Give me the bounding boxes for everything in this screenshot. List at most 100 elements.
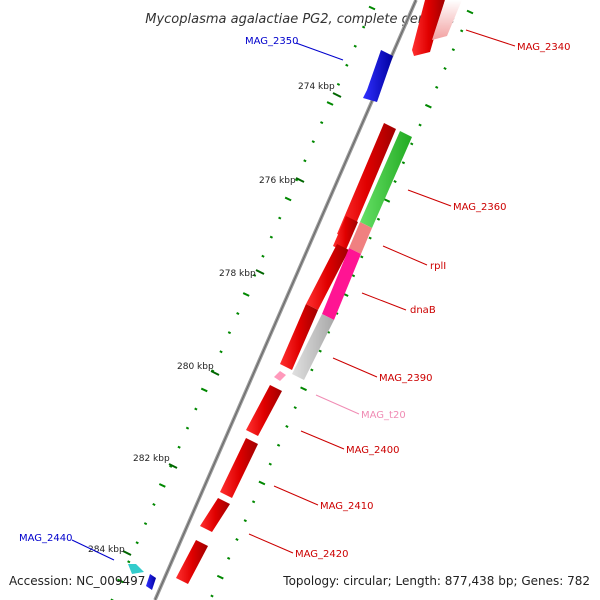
gc-tick bbox=[258, 480, 266, 486]
label-mag-2360[interactable]: MAG_2360 bbox=[453, 202, 507, 213]
gc-tick bbox=[300, 386, 307, 392]
gc-tick bbox=[376, 217, 381, 221]
accession-text: Accession: NC_009497 bbox=[9, 574, 146, 588]
gc-tick bbox=[311, 140, 315, 144]
gc-tick bbox=[169, 464, 173, 468]
gc-tick bbox=[451, 48, 456, 52]
gc-tick bbox=[242, 292, 250, 297]
gc-tick bbox=[336, 82, 341, 86]
gc-tick bbox=[152, 503, 156, 507]
gc-tick bbox=[177, 445, 181, 449]
gc-tick bbox=[261, 254, 265, 258]
feature-mag-2420[interactable] bbox=[176, 540, 208, 584]
feature-rpli[interactable] bbox=[349, 222, 372, 254]
label-mag-t20[interactable]: MAG_t20 bbox=[361, 410, 406, 421]
gc-tick bbox=[158, 483, 166, 488]
label-mag-2440[interactable]: MAG_2440 bbox=[19, 533, 73, 544]
feature-mag-2400[interactable] bbox=[246, 385, 282, 436]
scale-label-282: 282 kbp bbox=[133, 454, 170, 464]
gc-tick bbox=[435, 85, 439, 89]
feature-mag-2340[interactable] bbox=[412, 0, 445, 56]
gc-tick bbox=[227, 331, 232, 335]
feature-mag-2420a[interactable] bbox=[200, 498, 230, 532]
gc-tick bbox=[294, 178, 299, 182]
gc-tick bbox=[210, 594, 214, 598]
gc-tick bbox=[251, 500, 256, 504]
label-mag-2410[interactable]: MAG_2410 bbox=[320, 501, 374, 512]
gc-tick bbox=[219, 350, 223, 354]
gc-tick bbox=[127, 560, 131, 564]
gene-labels: MAG_2340 MAG_2350 MAG_2360 rplI dnaB MAG… bbox=[19, 36, 571, 560]
gc-tick bbox=[243, 519, 247, 523]
gc-tick bbox=[368, 236, 372, 240]
scale-label-280: 280 kbp bbox=[177, 362, 214, 372]
gc-tick bbox=[410, 142, 414, 146]
feature-mag-2350[interactable] bbox=[363, 50, 393, 102]
gc-tick bbox=[318, 349, 322, 353]
label-mag-2340[interactable]: MAG_2340 bbox=[517, 42, 571, 53]
feature-cds-a[interactable] bbox=[337, 123, 396, 238]
gc-tick bbox=[326, 101, 334, 106]
scale-label-278: 278 kbp bbox=[219, 269, 256, 279]
scale-label-276: 276 kbp bbox=[259, 176, 296, 186]
gc-tick bbox=[143, 522, 148, 526]
gc-tick bbox=[235, 537, 239, 541]
label-dnab[interactable]: dnaB bbox=[410, 305, 436, 316]
label-mag-2420[interactable]: MAG_2420 bbox=[295, 549, 349, 560]
gc-tick bbox=[320, 121, 324, 125]
gc-tick bbox=[466, 9, 474, 15]
features bbox=[128, 0, 462, 590]
gc-tick bbox=[393, 180, 397, 184]
label-leaders bbox=[71, 29, 516, 561]
gc-tick bbox=[116, 578, 124, 584]
feature-mag-2390[interactable] bbox=[292, 314, 334, 380]
gc-tick bbox=[310, 368, 314, 372]
gc-tick bbox=[368, 5, 376, 11]
gc-tick bbox=[200, 387, 208, 393]
label-mag-2350[interactable]: MAG_2350 bbox=[245, 36, 299, 47]
gc-tick bbox=[269, 235, 274, 239]
gc-tick bbox=[353, 44, 357, 48]
feature-mag-2440[interactable] bbox=[128, 564, 144, 574]
feature-dnab[interactable] bbox=[322, 248, 361, 320]
gc-tick bbox=[460, 29, 464, 33]
scale-label-284: 284 kbp bbox=[88, 545, 125, 555]
gc-tick bbox=[293, 406, 297, 410]
gc-tick bbox=[401, 161, 406, 165]
gc-tick bbox=[424, 103, 432, 109]
gc-ticks-inner bbox=[210, 9, 474, 598]
gc-tick bbox=[285, 424, 289, 428]
gc-tick bbox=[360, 255, 364, 259]
gc-tick bbox=[216, 574, 224, 580]
gc-tick bbox=[418, 123, 422, 127]
gc-tick bbox=[361, 25, 366, 29]
gc-tick bbox=[226, 556, 231, 560]
gc-tick bbox=[345, 63, 349, 67]
feature-mag-t20[interactable] bbox=[274, 371, 286, 381]
feature-mag-2360[interactable] bbox=[360, 131, 412, 228]
gc-tick bbox=[278, 216, 282, 220]
gc-tick bbox=[185, 426, 190, 430]
label-mag-2400[interactable]: MAG_2400 bbox=[346, 445, 400, 456]
feature-cds-c[interactable] bbox=[306, 244, 349, 310]
label-rpli[interactable]: rplI bbox=[430, 261, 446, 272]
gc-tick bbox=[135, 541, 139, 545]
label-mag-2390[interactable]: MAG_2390 bbox=[379, 373, 433, 384]
topology-summary: Topology: circular; Length: 877,438 bp; … bbox=[283, 574, 590, 588]
feature-mag-2410[interactable] bbox=[220, 438, 258, 498]
gc-tick bbox=[351, 274, 356, 278]
feature-cds-d[interactable] bbox=[280, 304, 318, 370]
gc-tick bbox=[268, 462, 272, 466]
gc-tick bbox=[252, 273, 257, 277]
feature-mag-2440-blue[interactable] bbox=[146, 574, 156, 590]
map-title: Mycoplasma agalactiae PG2, complete geno… bbox=[145, 12, 455, 27]
gc-tick bbox=[236, 312, 240, 316]
gc-tick bbox=[276, 443, 281, 447]
feature-cds-b[interactable] bbox=[333, 216, 358, 252]
gc-tick bbox=[383, 198, 391, 203]
scale-ticks bbox=[122, 92, 342, 556]
scale-label-274: 274 kbp bbox=[298, 82, 335, 92]
gc-tick bbox=[284, 196, 292, 202]
feature-mag-2340-inner bbox=[432, 0, 462, 40]
